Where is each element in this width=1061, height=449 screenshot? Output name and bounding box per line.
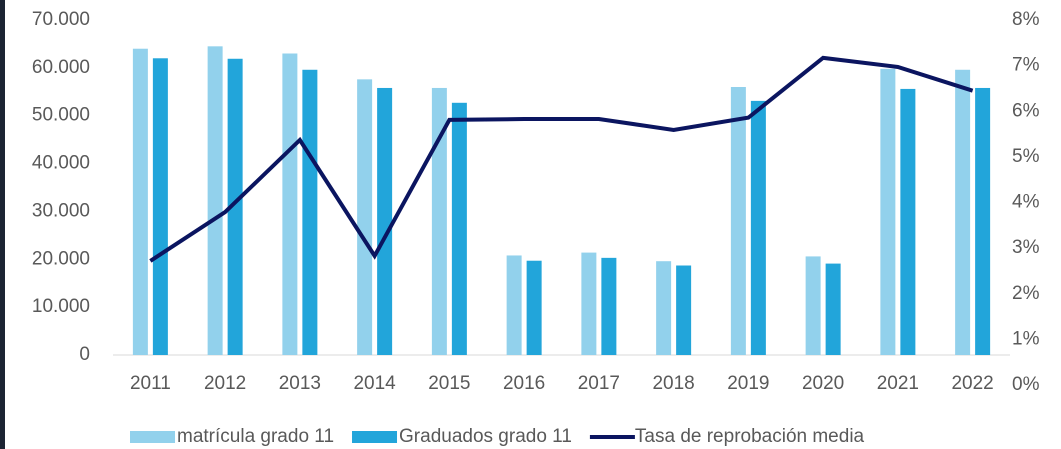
x-tick-label: 2012 [204, 373, 246, 394]
bar [955, 69, 971, 356]
y2-tick-label: 8% [1012, 9, 1040, 30]
bar [207, 46, 223, 355]
x-tick-label: 2011 [130, 373, 171, 394]
bar [825, 263, 841, 355]
bar [805, 256, 821, 355]
bar [601, 257, 617, 355]
y2-tick-label: 2% [1012, 283, 1040, 304]
bar [506, 255, 522, 355]
x-tick-label: 2018 [652, 373, 694, 394]
bar [526, 260, 542, 355]
x-tick-label: 2019 [727, 373, 769, 394]
y-tick-label: 10.000 [32, 296, 90, 317]
x-tick-label: 2021 [877, 373, 919, 394]
y-tick-label: 50.000 [32, 105, 90, 126]
x-tick-label: 2016 [503, 373, 545, 394]
bar [227, 58, 243, 356]
y2-tick-label: 7% [1012, 55, 1040, 76]
bar [975, 87, 991, 355]
y2-tick-label: 1% [1012, 328, 1040, 349]
legend-swatch [130, 431, 175, 443]
y-tick-label: 30.000 [32, 200, 90, 221]
y2-tick-label: 0% [1012, 374, 1040, 395]
bar [730, 87, 746, 355]
bar [431, 87, 447, 355]
edge-strip [0, 0, 5, 449]
legend-label: matrícula grado 11 [177, 426, 334, 447]
y-tick-label: 70.000 [32, 9, 90, 30]
x-tick-label: 2022 [951, 373, 993, 394]
x-tick-label: 2014 [353, 373, 396, 394]
line [149, 55, 974, 263]
bar [132, 48, 148, 355]
bar [880, 68, 896, 356]
bar [451, 102, 467, 356]
y-tick-label: 40.000 [32, 153, 90, 174]
bar [676, 265, 692, 355]
bar [900, 88, 916, 356]
legend-label: Tasa de reprobación media [635, 426, 865, 447]
y-tick-label: 60.000 [32, 57, 90, 78]
bar [302, 69, 318, 356]
bar [357, 79, 373, 355]
bar [282, 53, 298, 355]
y2-tick-label: 5% [1012, 146, 1040, 167]
bar [750, 100, 766, 355]
legend-swatch [352, 431, 398, 443]
x-tick-label: 2015 [428, 373, 470, 394]
x-tick-label: 2013 [279, 373, 321, 394]
bar [581, 252, 597, 355]
x-tick-label: 2017 [578, 373, 620, 394]
x-tick-label: 2020 [802, 373, 844, 394]
bar [377, 87, 393, 355]
bar [656, 261, 672, 355]
legend-label: Graduados grado 11 [399, 426, 572, 447]
y-tick-label: 0 [79, 344, 90, 365]
y2-tick-label: 3% [1012, 237, 1040, 258]
y2-tick-label: 4% [1012, 192, 1040, 213]
y-tick-label: 20.000 [32, 248, 90, 269]
bar [152, 58, 168, 356]
y2-tick-label: 6% [1012, 100, 1040, 121]
